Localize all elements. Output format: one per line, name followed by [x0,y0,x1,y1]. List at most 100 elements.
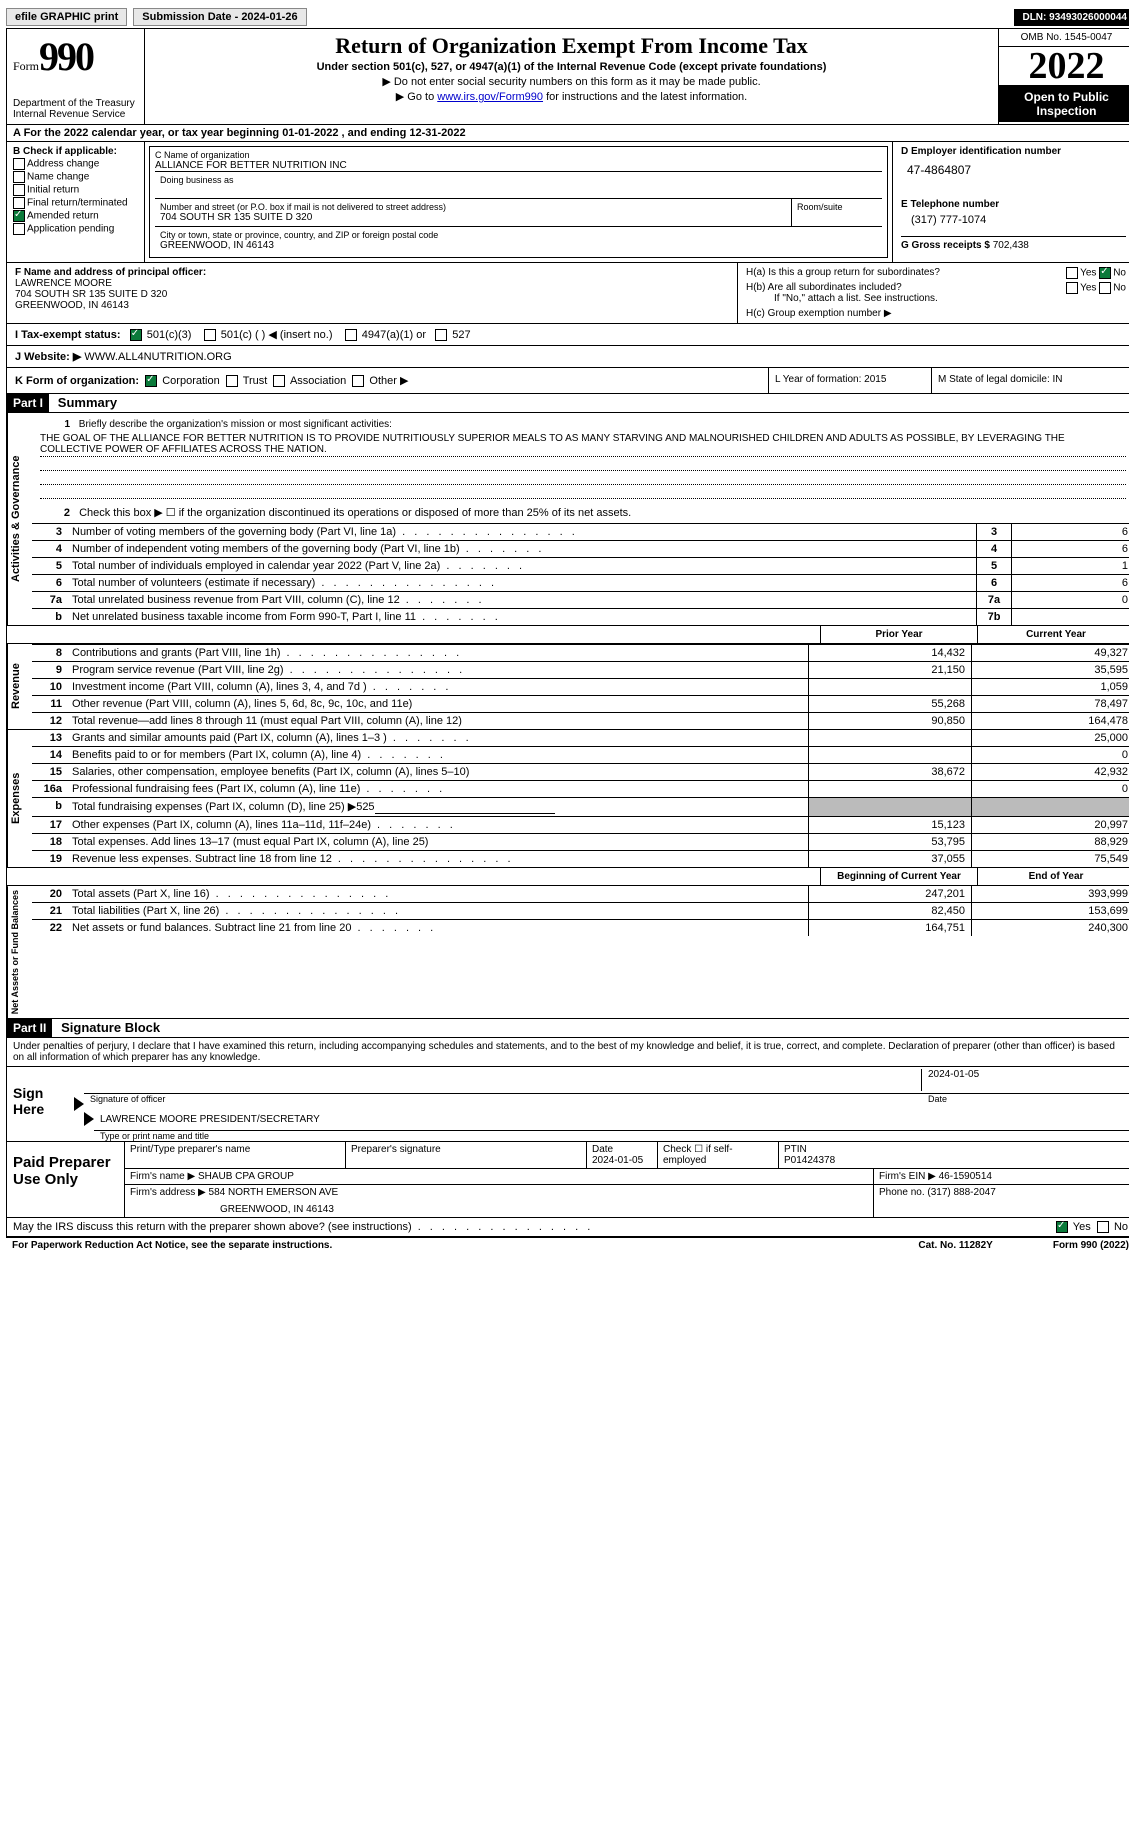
check-4947[interactable] [345,329,357,341]
date-label: Date [928,1094,1128,1104]
org-name: ALLIANCE FOR BETTER NUTRITION INC [155,160,882,171]
line-22: Net assets or fund balances. Subtract li… [68,920,808,936]
mission-label: Briefly describe the organization's miss… [79,419,392,430]
ha-yes[interactable] [1066,267,1078,279]
ein-value: 47-4864807 [901,157,1126,189]
check-applicable: B Check if applicable: Address change Na… [7,142,145,262]
signer-name: LAWRENCE MOORE PRESIDENT/SECRETARY [100,1114,320,1128]
sig-officer-label: Signature of officer [90,1094,928,1104]
line-3: Number of voting members of the governin… [68,524,976,540]
dln: DLN: 93493026000044 [1014,9,1129,26]
officer-name: LAWRENCE MOORE [15,278,729,289]
calendar-year: A For the 2022 calendar year, or tax yea… [7,125,1129,142]
line-6: Total number of volunteers (estimate if … [68,575,976,591]
part-2-title: Signature Block [55,1020,160,1035]
irs-link[interactable]: www.irs.gov/Form990 [437,91,543,103]
tax-status: I Tax-exempt status: 501(c)(3) 501(c) ( … [7,323,1129,345]
tel-value: (317) 777-1074 [901,210,1126,236]
line-10: Investment income (Part VIII, column (A)… [68,679,808,695]
line-7a: Total unrelated business revenue from Pa… [68,592,976,608]
paperwork-notice: For Paperwork Reduction Act Notice, see … [12,1240,332,1251]
group-hc: H(c) Group exemption number ▶ [746,308,1126,319]
tax-year: 2022 [999,47,1129,86]
check-trust[interactable] [226,375,238,387]
col-eoy: End of Year [977,868,1129,885]
submission-date: Submission Date - 2024-01-26 [133,8,306,26]
check-address[interactable] [13,158,25,170]
col-boy: Beginning of Current Year [820,868,977,885]
top-header: efile GRAPHIC print Submission Date - 20… [6,6,1129,28]
addr-label: Number and street (or P.O. box if mail i… [160,202,786,212]
check-name[interactable] [13,171,25,183]
prep-name-label: Print/Type preparer's name [125,1142,346,1169]
efile-button[interactable]: efile GRAPHIC print [6,8,127,26]
form-container: Form990 Department of the Treasury Inter… [6,28,1129,1238]
line-5-val: 1 [1011,558,1129,574]
org-name-label: C Name of organization [155,150,882,160]
officer-label: F Name and address of principal officer: [15,267,729,278]
penalty-text: Under penalties of perjury, I declare th… [7,1038,1129,1066]
org-city: GREENWOOD, IN 46143 [160,240,877,251]
state-domicile: M State of legal domicile: IN [931,368,1129,393]
arrow-icon-2 [84,1112,94,1126]
check-501c[interactable] [204,329,216,341]
line-20: Total assets (Part X, line 16) [68,886,808,902]
line-7b: Net unrelated business taxable income fr… [68,609,976,625]
check-other[interactable] [352,375,364,387]
part-1-header: Part I [7,394,49,412]
line-3-val: 6 [1011,524,1129,540]
line-9: Program service revenue (Part VIII, line… [68,662,808,678]
vtab-net: Net Assets or Fund Balances [7,886,32,1018]
discuss-yes[interactable] [1056,1221,1068,1233]
line-6-val: 6 [1011,575,1129,591]
cat-number: Cat. No. 11282Y [918,1240,992,1251]
part-2-header: Part II [7,1019,52,1037]
line-5: Total number of individuals employed in … [68,558,976,574]
col-prior: Prior Year [820,626,977,643]
check-final[interactable] [13,197,25,209]
discuss-no[interactable] [1097,1221,1109,1233]
sign-here-label: Sign Here [7,1067,74,1141]
officer-addr1: 704 SOUTH SR 135 SUITE D 320 [15,289,729,300]
line-4: Number of independent voting members of … [68,541,976,557]
line-16a: Professional fundraising fees (Part IX, … [68,781,808,797]
part-1-title: Summary [52,395,117,410]
arrow-icon [74,1097,84,1111]
check-501c3[interactable] [130,329,142,341]
form-identifier: Form990 Department of the Treasury Inter… [7,29,145,124]
line-14: Benefits paid to or for members (Part IX… [68,747,808,763]
line-2: Check this box ▶ ☐ if the organization d… [79,507,631,519]
check-pending[interactable] [13,223,25,235]
instruction-2: ▶ Go to www.irs.gov/Form990 for instruct… [153,90,990,103]
paid-preparer-label: Paid Preparer Use Only [7,1142,124,1217]
discuss-question: May the IRS discuss this return with the… [13,1221,593,1233]
line-18: Total expenses. Add lines 13–17 (must eq… [68,834,808,850]
check-corp[interactable] [145,375,157,387]
line-16b: Total fundraising expenses (Part IX, col… [68,798,808,816]
line-12: Total revenue—add lines 8 through 11 (mu… [68,713,808,729]
tel-label: E Telephone number [901,199,1126,210]
line-13: Grants and similar amounts paid (Part IX… [68,730,808,746]
form-footer: 990 [1081,1240,1098,1251]
check-initial[interactable] [13,184,25,196]
room-label: Room/suite [797,202,877,212]
check-527[interactable] [435,329,447,341]
line-21: Total liabilities (Part X, line 26) [68,903,808,919]
mission-text: THE GOAL OF THE ALLIANCE FOR BETTER NUTR… [40,432,1126,457]
hb-note: If "No," attach a list. See instructions… [746,293,1126,304]
firm-addr2: GREENWOOD, IN 46143 [130,1198,868,1215]
firm-addr1: 584 NORTH EMERSON AVE [209,1187,339,1198]
dba-label: Doing business as [160,175,877,185]
hb-yes[interactable] [1066,282,1078,294]
col-current: Current Year [977,626,1129,643]
vtab-expenses: Expenses [7,730,32,867]
line-15: Salaries, other compensation, employee b… [68,764,808,780]
check-amended[interactable] [13,210,25,222]
ha-no[interactable] [1099,267,1111,279]
ein-label: D Employer identification number [901,146,1126,157]
hb-no[interactable] [1099,282,1111,294]
check-assoc[interactable] [273,375,285,387]
form-title: Return of Organization Exempt From Incom… [153,33,990,59]
group-ha: H(a) Is this a group return for subordin… [746,267,940,278]
form-subtitle: Under section 501(c), 527, or 4947(a)(1)… [153,61,990,73]
